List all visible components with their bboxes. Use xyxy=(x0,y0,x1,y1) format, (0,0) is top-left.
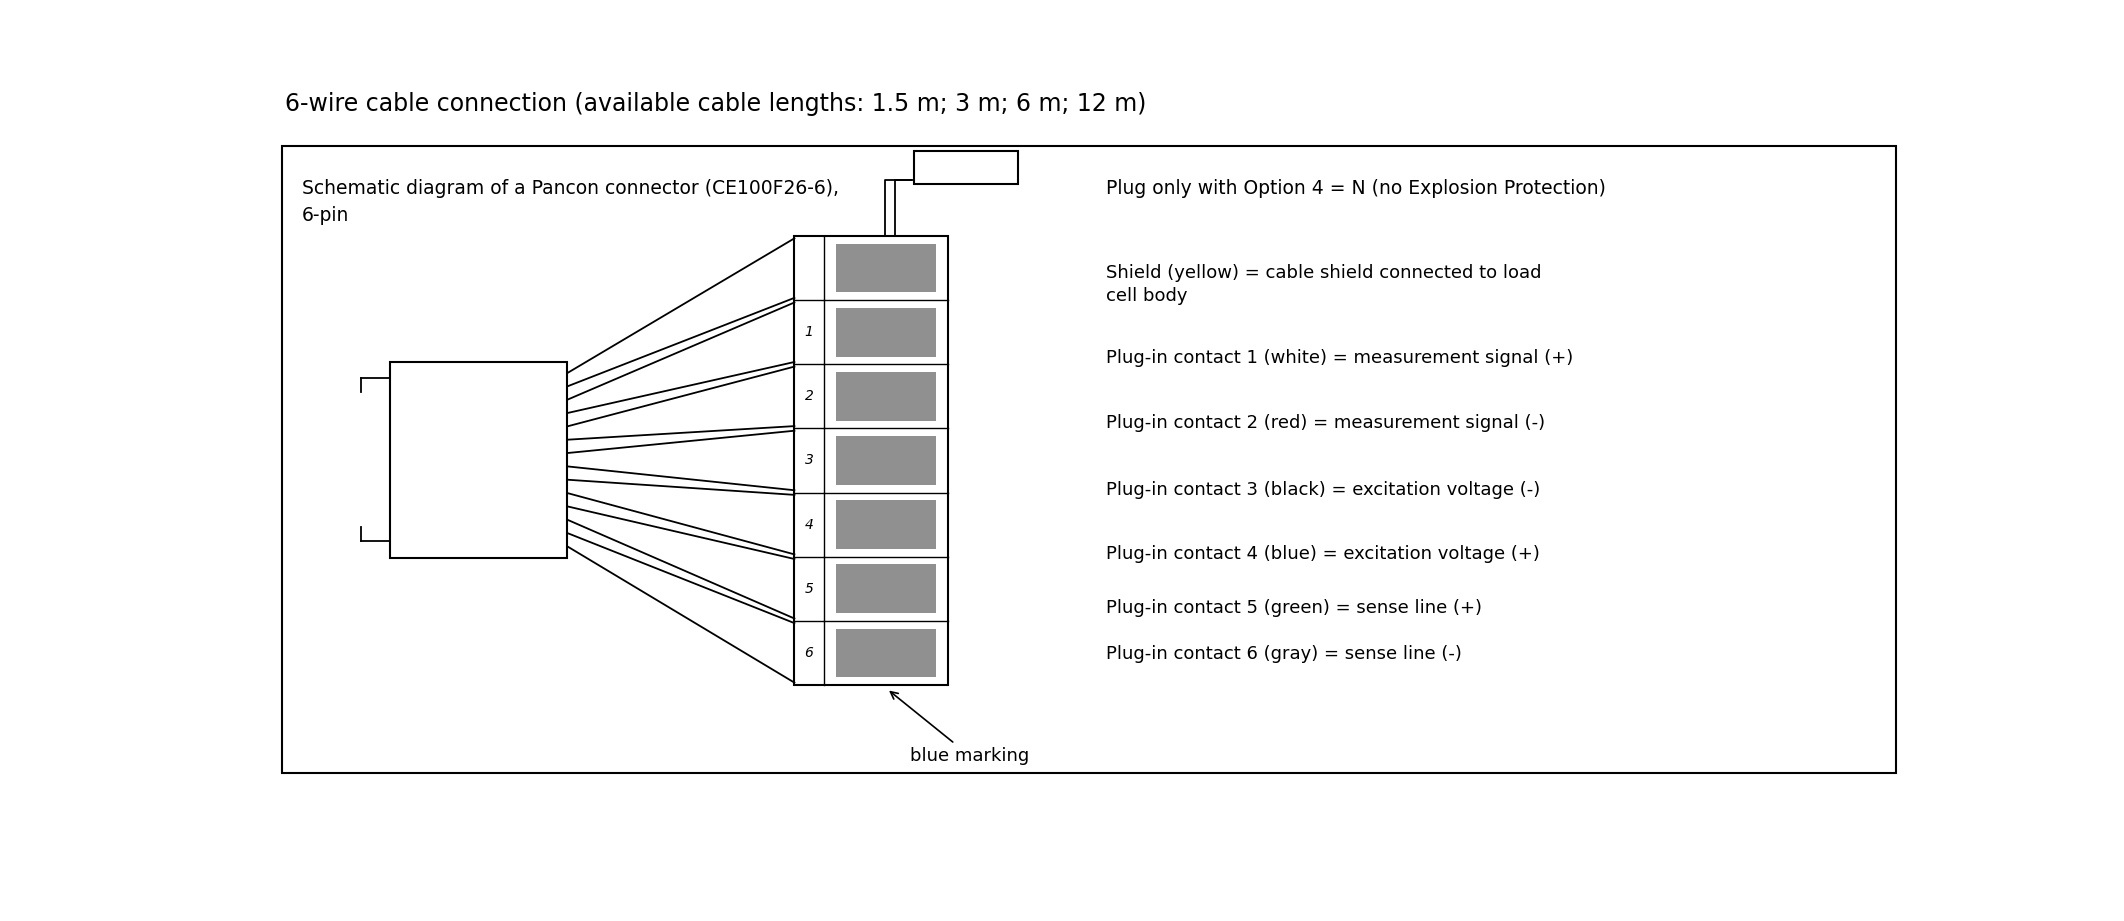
Bar xyxy=(282,146,1895,774)
Text: Plug-in contact 1 (white) = measurement signal (+): Plug-in contact 1 (white) = measurement … xyxy=(1107,349,1574,367)
Text: blue marking: blue marking xyxy=(890,692,1030,764)
Text: 2: 2 xyxy=(805,390,813,403)
Bar xyxy=(391,362,567,558)
Text: Shield (yellow) = cable shield connected to load
cell body: Shield (yellow) = cable shield connected… xyxy=(1107,263,1542,306)
Text: Plug-in contact 4 (blue) = excitation voltage (+): Plug-in contact 4 (blue) = excitation vo… xyxy=(1107,545,1540,563)
Text: Plug-in contact 5 (green) = sense line (+): Plug-in contact 5 (green) = sense line (… xyxy=(1107,599,1483,617)
Bar xyxy=(913,151,1017,183)
Text: 6: 6 xyxy=(805,646,813,659)
Bar xyxy=(837,372,937,421)
Text: 4: 4 xyxy=(805,518,813,531)
Text: Plug-in contact 3 (black) = excitation voltage (-): Plug-in contact 3 (black) = excitation v… xyxy=(1107,481,1540,499)
Bar xyxy=(837,437,937,484)
Text: 6-pin: 6-pin xyxy=(302,205,348,225)
Text: 6-wire cable connection (available cable lengths: 1.5 m; 3 m; 6 m; 12 m): 6-wire cable connection (available cable… xyxy=(285,91,1147,116)
Bar xyxy=(837,308,937,356)
Bar xyxy=(837,500,937,549)
Bar xyxy=(837,565,937,613)
Text: Schematic diagram of a Pancon connector (CE100F26-6),: Schematic diagram of a Pancon connector … xyxy=(302,179,839,198)
Bar xyxy=(794,236,949,685)
Bar xyxy=(837,244,937,293)
Text: Plug-in contact 6 (gray) = sense line (-): Plug-in contact 6 (gray) = sense line (-… xyxy=(1107,645,1461,663)
Text: 5: 5 xyxy=(805,582,813,596)
Text: 3: 3 xyxy=(805,453,813,468)
Text: 1: 1 xyxy=(805,325,813,339)
Text: Plug only with Option 4 = N (no Explosion Protection): Plug only with Option 4 = N (no Explosio… xyxy=(1107,179,1606,198)
Text: Plug-in contact 2 (red) = measurement signal (-): Plug-in contact 2 (red) = measurement si… xyxy=(1107,414,1546,432)
Bar xyxy=(837,628,937,677)
